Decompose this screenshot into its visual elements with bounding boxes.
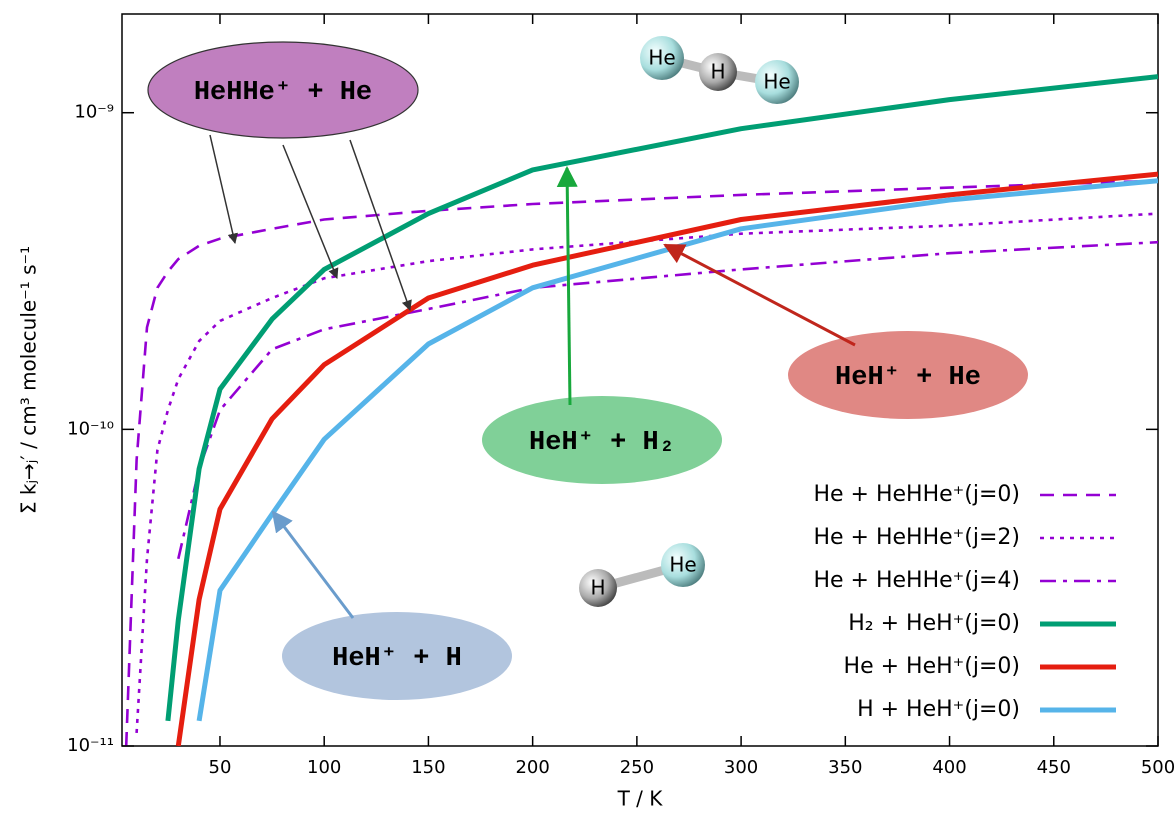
series-line: [175, 171, 1158, 746]
atom: [755, 60, 799, 104]
series-line: [196, 178, 1158, 722]
x-axis-label: T / K: [617, 787, 664, 811]
atom-label: He: [648, 46, 675, 70]
x-tick-label: 350: [828, 757, 862, 778]
y-tick-label: 10⁻¹⁰: [67, 418, 114, 439]
annotation-arrow: [209, 134, 238, 245]
legend-label: He + HeHHe⁺(j=4): [813, 568, 1020, 593]
x-tick-label: 100: [307, 757, 341, 778]
x-tick-label: 200: [515, 757, 549, 778]
legend-label: He + HeHHe⁺(j=0): [813, 482, 1020, 507]
annotation-text: HeH⁺ + H: [332, 644, 462, 674]
legend-label: H + HeH⁺(j=0): [857, 697, 1020, 722]
annotation-text: HeH⁺ + H₂: [529, 428, 675, 458]
series-line: [165, 74, 1158, 722]
series-line: [124, 179, 1158, 746]
series-line: [135, 212, 1158, 733]
annotation-arrow: [282, 144, 339, 279]
annotation-bubble: [282, 612, 512, 700]
legend-label: He + HeH⁺(j=0): [844, 654, 1020, 679]
atom: [699, 53, 737, 91]
y-axis-label: Σ kⱼ→ⱼ′ / cm³ molecule⁻¹ s⁻¹: [17, 246, 41, 514]
y-tick-label: 10⁻⁹: [74, 102, 114, 123]
annotation-arrow: [271, 510, 355, 619]
plot-frame: [121, 13, 1159, 747]
legend-label: H₂ + HeH⁺(j=0): [848, 611, 1020, 636]
x-tick-label: 300: [724, 757, 758, 778]
legend-label: He + HeHHe⁺(j=2): [813, 525, 1020, 550]
atom-label: H: [590, 576, 605, 600]
x-tick-label: 400: [932, 757, 966, 778]
x-tick-label: 50: [209, 757, 232, 778]
annotation-bubble: [788, 331, 1028, 419]
annotation-bubble: [147, 41, 419, 139]
annotation-bubble: [482, 396, 722, 484]
annotation-text: HeHHe⁺ + He: [194, 78, 372, 108]
x-tick-label: 250: [620, 757, 654, 778]
annotation-arrow: [349, 139, 412, 311]
atom: [640, 36, 684, 80]
atom: [579, 569, 617, 607]
atom-label: He: [669, 553, 696, 577]
x-tick-label: 500: [1141, 757, 1175, 778]
lines: [124, 74, 1158, 746]
atom-label: H: [710, 60, 725, 84]
y-tick-label: 10⁻¹¹: [67, 735, 114, 756]
annotation-text: HeH⁺ + He: [835, 363, 981, 393]
atom: [661, 543, 705, 587]
series-line: [177, 240, 1158, 560]
atom-label: He: [763, 70, 790, 94]
annotation-arrow: [663, 243, 856, 347]
x-tick-label: 450: [1037, 757, 1071, 778]
x-tick-label: 150: [411, 757, 445, 778]
annotation-arrow: [556, 165, 578, 406]
